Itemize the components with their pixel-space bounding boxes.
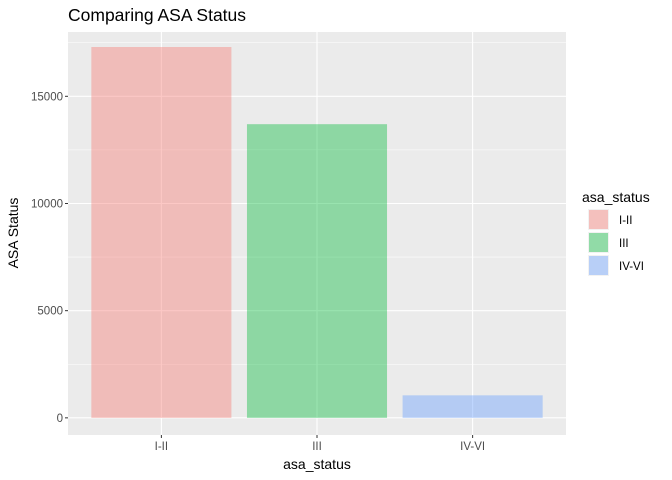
chart-title: Comparing ASA Status	[68, 5, 246, 25]
legend-label: III	[619, 238, 629, 250]
bars	[91, 47, 543, 418]
x-axis-title: asa_status	[283, 456, 351, 472]
y-axis-title: ASA Status	[5, 198, 21, 269]
legend-key-bg	[588, 255, 609, 276]
legend-items: I-II III IV-VI	[588, 209, 644, 276]
x-tick-label: I-II	[155, 441, 168, 453]
legend-swatch-iv-vi	[589, 256, 608, 275]
y-tick-label: 0	[57, 413, 63, 425]
bar-i-ii	[91, 47, 232, 418]
legend-label: IV-VI	[619, 261, 644, 273]
legend-title: asa_status	[582, 189, 650, 205]
legend-label: I-II	[619, 215, 632, 227]
x-tick-label: III	[312, 441, 322, 453]
bar-iv-vi	[402, 395, 543, 418]
y-tick-label: 10000	[31, 198, 63, 210]
major-gridlines	[68, 32, 566, 435]
legend: asa_status I-II III IV-VI	[582, 189, 650, 276]
x-tick-label: IV-VI	[460, 441, 485, 453]
legend-key-bg	[588, 209, 609, 230]
x-axis-ticks: I-II III IV-VI	[155, 435, 485, 453]
y-tick-label: 5000	[37, 306, 63, 318]
legend-swatch-iii	[589, 233, 608, 252]
legend-swatch-i-ii	[589, 210, 608, 229]
legend-key-bg	[588, 232, 609, 253]
y-axis-ticks: 0 5000 10000 15000	[31, 91, 68, 425]
y-tick-label: 15000	[31, 91, 63, 103]
bar-iii	[246, 124, 388, 418]
